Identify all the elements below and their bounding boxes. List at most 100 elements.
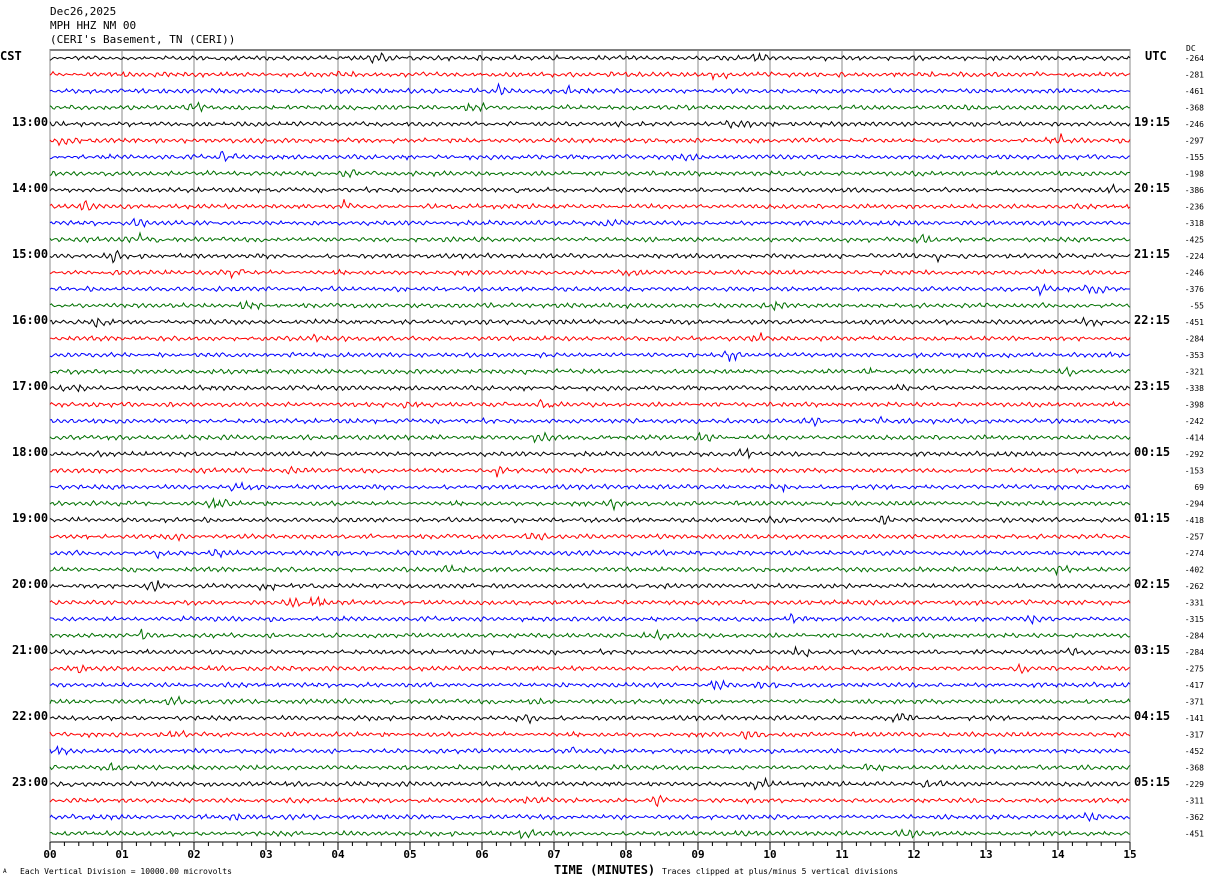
dc-offset: -368 <box>1185 764 1204 773</box>
trace-39 <box>49 695 1131 706</box>
dc-offset: -294 <box>1185 500 1204 509</box>
dc-offset: -274 <box>1185 549 1204 558</box>
trace-45 <box>49 794 1131 808</box>
trace-4 <box>49 119 1131 130</box>
dc-offset: -141 <box>1185 714 1204 723</box>
x-tick-label: 04 <box>331 848 345 861</box>
trace-26 <box>49 480 1131 494</box>
x-tick-label: 14 <box>1051 848 1065 861</box>
right-time-label: 22:15 <box>1134 313 1171 327</box>
dc-offset: -318 <box>1185 219 1204 228</box>
corner-mark: A <box>3 868 7 875</box>
dc-offset: -257 <box>1185 533 1204 542</box>
right-time-label: 23:15 <box>1134 379 1171 393</box>
dc-offset: -311 <box>1185 797 1204 806</box>
right-timezone: UTC <box>1145 49 1167 63</box>
left-time-label: 14:00 <box>12 181 49 195</box>
trace-47 <box>49 828 1131 840</box>
clip-note: Traces clipped at plus/minus 5 vertical … <box>662 867 899 876</box>
trace-14 <box>49 283 1130 297</box>
dc-offset: -414 <box>1185 434 1204 443</box>
x-tick-label: 13 <box>979 848 992 861</box>
right-time-label: 05:15 <box>1134 775 1171 789</box>
trace-21 <box>49 398 1131 409</box>
trace-12 <box>49 249 1131 264</box>
trace-13 <box>49 268 1131 280</box>
dc-offset: -376 <box>1185 285 1204 294</box>
right-time-label: 02:15 <box>1134 577 1171 591</box>
x-tick-label: 12 <box>907 848 920 861</box>
x-axis-label: TIME (MINUTES) <box>554 863 656 877</box>
trace-36 <box>49 645 1131 658</box>
dc-offset: -386 <box>1185 186 1204 195</box>
x-tick-label: 09 <box>691 848 704 861</box>
x-tick-label: 10 <box>763 848 776 861</box>
dc-offset: -317 <box>1185 731 1204 740</box>
dc-offset: -452 <box>1185 747 1204 756</box>
left-time-label: 17:00 <box>12 379 49 393</box>
dc-offset: -153 <box>1185 467 1204 476</box>
location: (CERI's Basement, TN (CERI)) <box>50 33 236 46</box>
x-tick-label: 05 <box>403 848 416 861</box>
right-time-label: 21:15 <box>1134 247 1171 261</box>
date: Dec26,2025 <box>50 5 117 18</box>
dc-offset: -368 <box>1185 104 1204 113</box>
dc-offset: 69 <box>1194 483 1204 492</box>
trace-29 <box>49 532 1131 543</box>
dc-offset: -155 <box>1185 153 1204 162</box>
dc-offset: -451 <box>1185 830 1204 839</box>
right-time-label: 00:15 <box>1134 445 1171 459</box>
dc-offset: -338 <box>1185 384 1204 393</box>
trace-11 <box>49 231 1131 245</box>
x-tick-label: 01 <box>115 848 129 861</box>
x-tick-label: 03 <box>259 848 272 861</box>
trace-28 <box>49 514 1131 525</box>
dc-offset: -402 <box>1185 566 1204 575</box>
trace-33 <box>49 595 1131 608</box>
trace-0 <box>49 51 1131 65</box>
dc-offset: -224 <box>1185 252 1204 261</box>
trace-17 <box>50 332 1131 343</box>
x-tick-label: 06 <box>475 848 489 861</box>
dc-offset: -264 <box>1185 54 1204 63</box>
right-time-label: 01:15 <box>1134 511 1171 525</box>
left-time-label: 20:00 <box>12 577 49 591</box>
dc-offset: -418 <box>1185 516 1204 525</box>
dc-offset: -362 <box>1185 813 1204 822</box>
trace-46 <box>49 811 1131 823</box>
left-time-label: 22:00 <box>12 709 49 723</box>
dc-offset: -275 <box>1185 665 1204 674</box>
left-time-label: 23:00 <box>12 775 49 789</box>
trace-31 <box>49 563 1131 577</box>
trace-7 <box>49 169 1130 179</box>
dc-offset: -425 <box>1185 236 1204 245</box>
dc-offset: -262 <box>1185 582 1204 591</box>
trace-27 <box>49 497 1131 512</box>
dc-label: DC <box>1186 44 1196 53</box>
dc-offset: -371 <box>1185 698 1204 707</box>
dc-offset: -284 <box>1185 335 1204 344</box>
left-time-label: 21:00 <box>12 643 49 657</box>
left-time-label: 18:00 <box>12 445 49 459</box>
right-time-label: 04:15 <box>1134 709 1171 723</box>
station: MPH HHZ NM 00 <box>50 19 137 32</box>
trace-1 <box>49 70 1131 81</box>
trace-24 <box>49 447 1131 460</box>
dc-offset: -284 <box>1185 648 1204 657</box>
dc-offset: -398 <box>1185 401 1204 410</box>
trace-3 <box>49 101 1130 113</box>
trace-2 <box>49 82 1131 96</box>
dc-offset: -242 <box>1185 417 1204 426</box>
trace-32 <box>49 580 1131 593</box>
trace-40 <box>49 712 1131 725</box>
dc-offset: -246 <box>1185 269 1204 278</box>
right-time-label: 20:15 <box>1134 181 1171 195</box>
dc-offset: -229 <box>1185 780 1204 789</box>
dc-offset: -284 <box>1185 632 1204 641</box>
trace-34 <box>49 612 1131 626</box>
trace-18 <box>49 350 1131 363</box>
trace-25 <box>50 465 1131 478</box>
left-time-label: 15:00 <box>12 247 49 261</box>
trace-35 <box>50 628 1131 641</box>
plot-frame <box>49 49 1131 843</box>
